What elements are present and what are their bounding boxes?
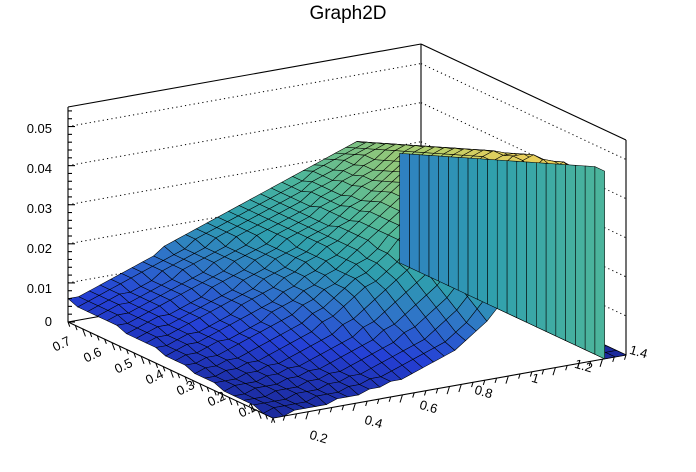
- z-axis-tick-label: 0: [44, 314, 52, 329]
- z-axis-tick-label: 0.02: [26, 241, 52, 256]
- page-title: Graph2D: [309, 3, 387, 24]
- z-axis-tick-label: 0.03: [26, 201, 52, 216]
- z-axis-tick-label: 0.01: [26, 281, 52, 296]
- z-axis-tick-label: 0.04: [26, 161, 52, 176]
- z-axis-tick-label: 0.05: [26, 121, 52, 136]
